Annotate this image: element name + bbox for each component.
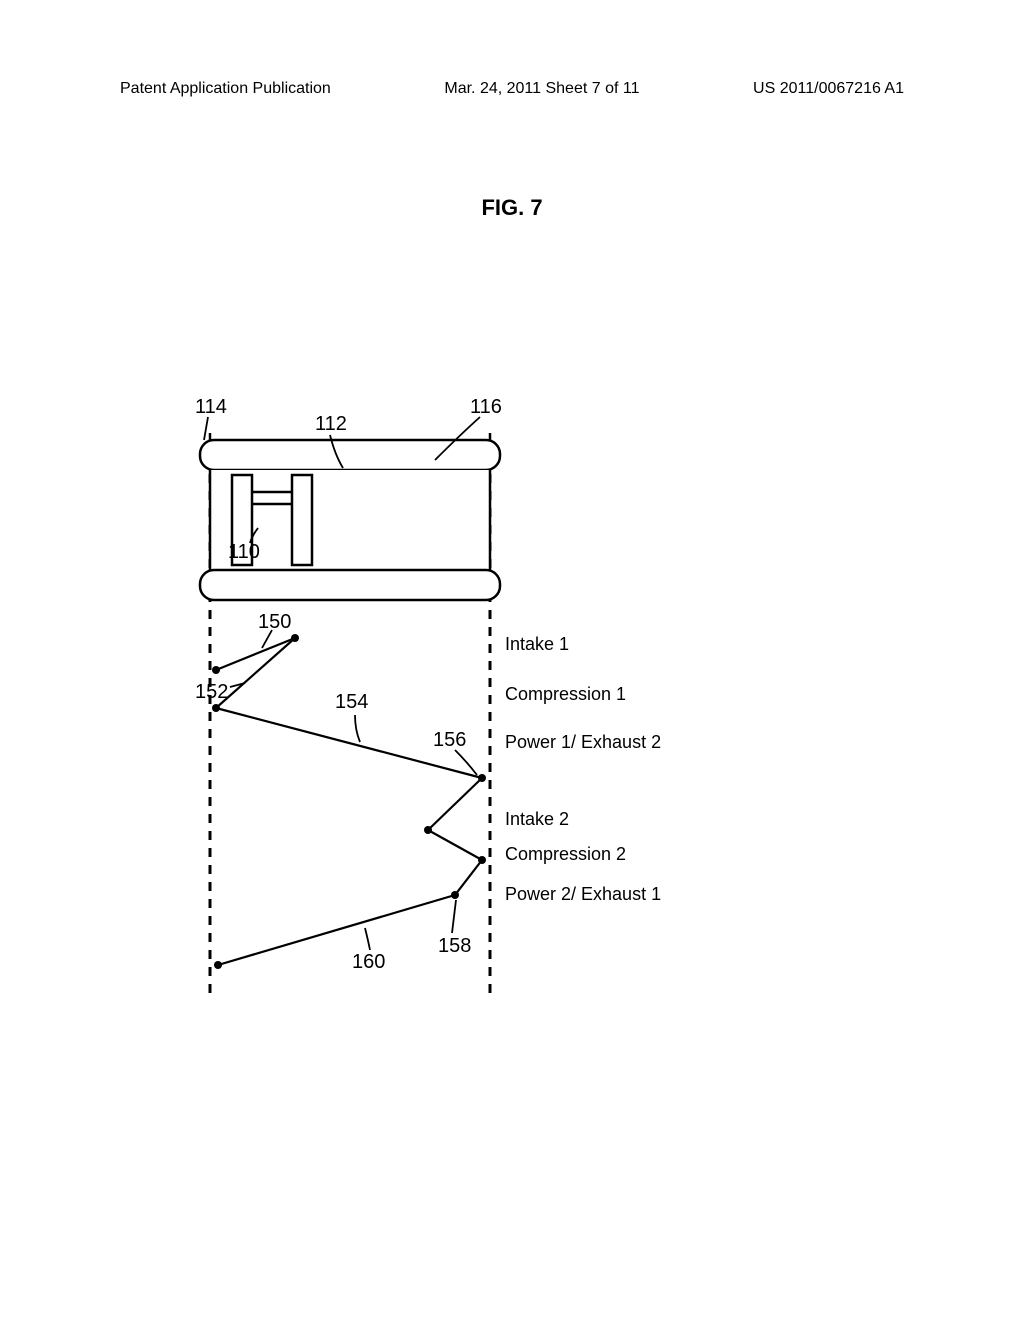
ref-158: 158	[438, 935, 471, 957]
top-cylinder	[200, 440, 500, 470]
zigzag-path	[216, 638, 482, 965]
label-intake-2: Intake 2	[505, 809, 569, 829]
page-header: Patent Application Publication Mar. 24, …	[0, 80, 1024, 98]
header-center: Mar. 24, 2011 Sheet 7 of 11	[444, 80, 639, 98]
ref-116: 116	[470, 396, 502, 418]
figure-diagram: 114 112 116 110 150 152 154 156 158 160 …	[180, 380, 830, 1030]
ref-160: 160	[352, 951, 385, 973]
ref-154: 154	[335, 691, 368, 713]
header-left: Patent Application Publication	[120, 80, 331, 98]
zigzag-dots	[212, 634, 486, 969]
label-compression-1: Compression 1	[505, 684, 626, 704]
label-power-2-exhaust-1: Power 2/ Exhaust 1	[505, 884, 661, 904]
ref-150: 150	[258, 611, 291, 633]
header-right: US 2011/0067216 A1	[753, 80, 904, 98]
ref-114: 114	[195, 396, 227, 418]
ref-112: 112	[315, 413, 347, 435]
ref-152: 152	[195, 681, 228, 703]
ref-110: 110	[228, 541, 260, 563]
bottom-cylinder	[200, 570, 500, 600]
figure-svg: 114 112 116 110 150 152 154 156 158 160 …	[180, 380, 830, 1030]
piston-bar-2	[292, 475, 312, 565]
ref-156: 156	[433, 729, 466, 751]
label-intake-1: Intake 1	[505, 634, 569, 654]
figure-title: FIG. 7	[0, 195, 1024, 221]
label-power-1-exhaust-2: Power 1/ Exhaust 2	[505, 732, 661, 752]
label-compression-2: Compression 2	[505, 844, 626, 864]
